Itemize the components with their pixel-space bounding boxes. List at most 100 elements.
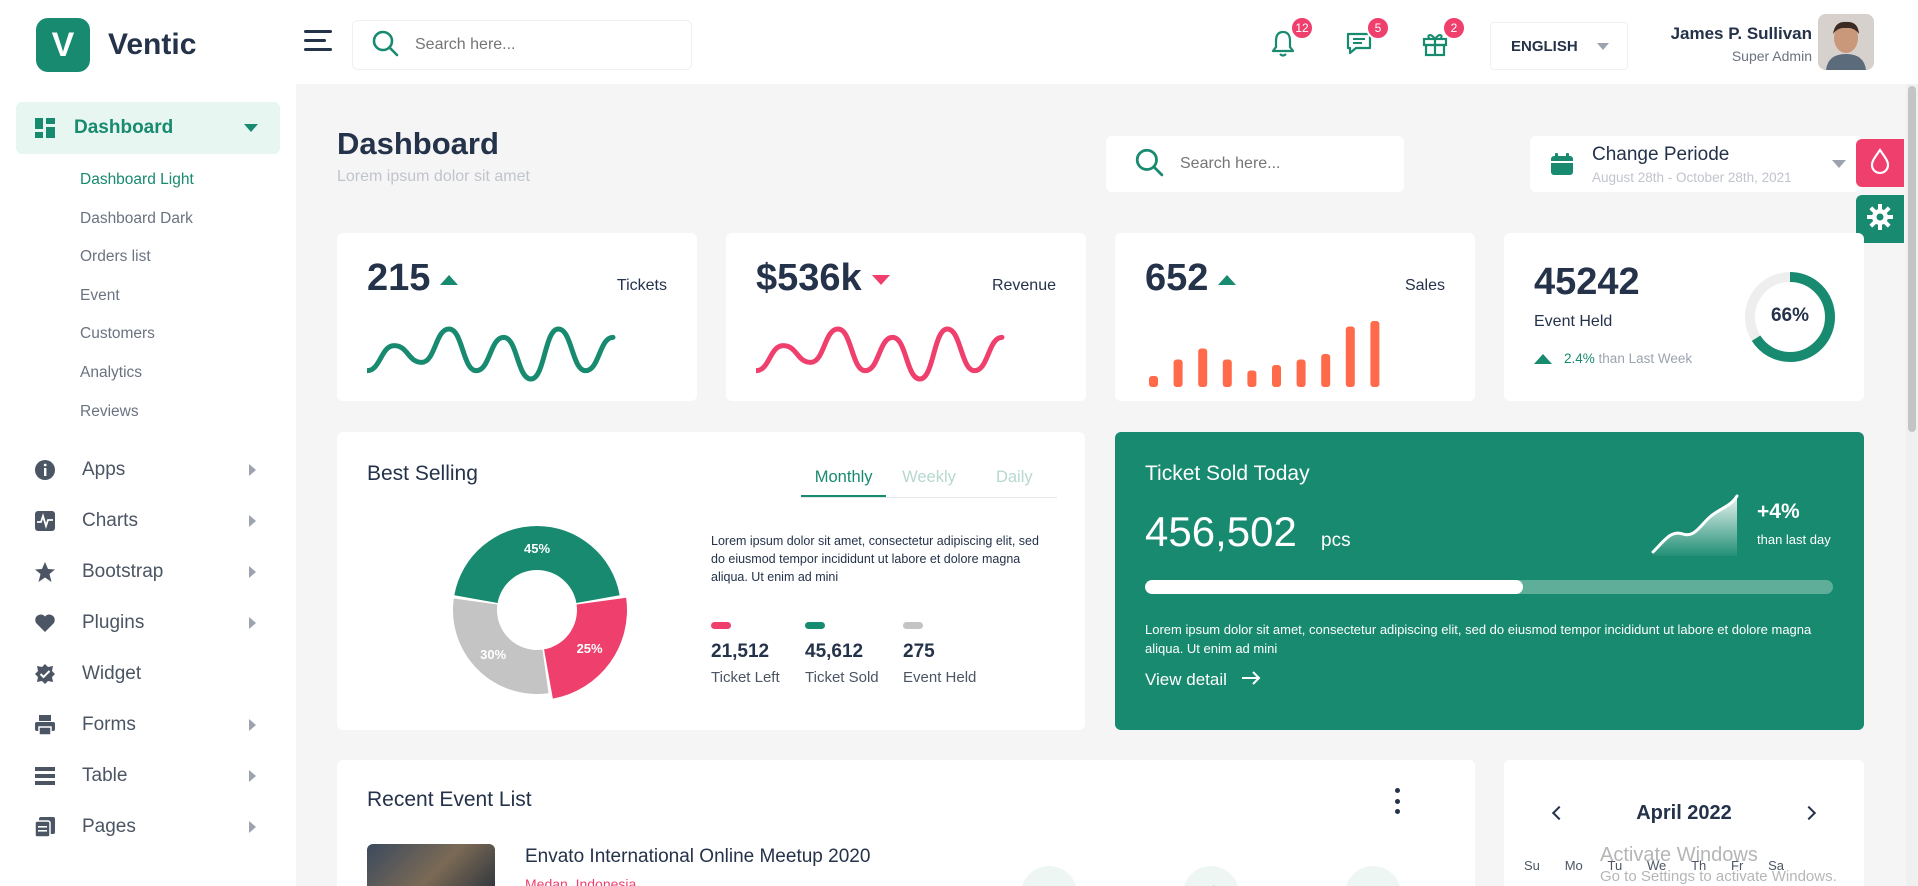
page-subtitle: Lorem ipsum dolor sit amet bbox=[337, 168, 530, 185]
sidebar-item-pages[interactable]: Pages bbox=[34, 801, 264, 852]
legend-swatch bbox=[903, 622, 923, 629]
sidebar-item-bootstrap[interactable]: Bootstrap bbox=[34, 546, 264, 597]
sales-bar bbox=[1247, 370, 1257, 387]
notification-button[interactable]: 12 bbox=[1268, 16, 1314, 60]
view-detail-link[interactable]: View detail bbox=[1145, 670, 1261, 690]
weekday: Mo bbox=[1564, 858, 1583, 873]
printer-icon bbox=[34, 714, 56, 736]
header-search-input[interactable] bbox=[415, 36, 655, 54]
donut-data-label: 45% bbox=[524, 541, 550, 556]
info-icon bbox=[34, 459, 56, 481]
event-location: Medan, Indonesia bbox=[525, 876, 637, 886]
gifts-button[interactable]: 2 bbox=[1420, 16, 1466, 62]
avatar[interactable] bbox=[1818, 14, 1874, 70]
page-scrollbar[interactable] bbox=[1906, 84, 1918, 886]
user-name[interactable]: James P. Sullivan bbox=[1670, 24, 1812, 43]
gift-icon bbox=[1420, 34, 1450, 62]
sidebar-nav: Apps Charts Bootstrap Plugins Widget For… bbox=[34, 444, 264, 852]
theme-color-button[interactable] bbox=[1856, 139, 1904, 187]
submenu-dashboard-dark[interactable]: Dashboard Dark bbox=[80, 209, 193, 227]
sales-bar bbox=[1222, 359, 1232, 387]
heart-icon bbox=[34, 612, 56, 634]
table-icon bbox=[34, 765, 56, 787]
search-icon[interactable] bbox=[371, 29, 399, 62]
language-select[interactable]: ENGLISH bbox=[1490, 22, 1628, 70]
submenu-orders-list[interactable]: Orders list bbox=[80, 248, 151, 266]
calendar-icon bbox=[1345, 866, 1401, 886]
submenu-analytics[interactable]: Analytics bbox=[80, 363, 143, 381]
submenu-customers[interactable]: Customers bbox=[80, 325, 155, 343]
chart-pulse-icon bbox=[34, 510, 56, 532]
donut-data-label: 25% bbox=[577, 641, 603, 656]
chevron-right-icon bbox=[249, 821, 256, 833]
event-thumbnail[interactable] bbox=[367, 844, 495, 886]
sidebar-item-label: Bootstrap bbox=[82, 560, 164, 582]
legend-value: 275 bbox=[903, 641, 935, 662]
legend-ticket-left: 21,512 Ticket Left bbox=[711, 622, 780, 686]
messages-count-badge: 5 bbox=[1366, 16, 1390, 40]
sidebar-item-forms[interactable]: Forms bbox=[34, 699, 264, 750]
trend-down-icon bbox=[871, 274, 890, 285]
ticket-sold-card: Ticket Sold Today 456,502 pcs +4% than l… bbox=[1115, 432, 1864, 730]
best-selling-card: Best Selling Monthly Weekly Daily 45% 25%… bbox=[337, 432, 1085, 730]
sidebar-item-plugins[interactable]: Plugins bbox=[34, 597, 264, 648]
sales-bar bbox=[1296, 359, 1306, 387]
chevron-right-icon bbox=[249, 515, 256, 527]
revenue-value: $536k bbox=[756, 257, 890, 300]
page-title: Dashboard bbox=[337, 126, 499, 161]
sales-bar bbox=[1173, 359, 1183, 387]
revenue-sparkline bbox=[756, 326, 1005, 382]
sales-bar bbox=[1149, 376, 1158, 387]
period-dates: August 28th - October 28th, 2021 bbox=[1592, 170, 1792, 185]
ticket-sold-unit: pcs bbox=[1321, 530, 1351, 551]
chevron-right-icon bbox=[249, 770, 256, 782]
legend-label: Ticket Left bbox=[711, 669, 780, 686]
sales-bar bbox=[1345, 326, 1355, 387]
dashboard-grid-icon bbox=[34, 117, 56, 139]
change-period-select[interactable]: Change Periode August 28th - October 28t… bbox=[1530, 136, 1862, 192]
sidebar-item-charts[interactable]: Charts bbox=[34, 495, 264, 546]
calendar-month: April 2022 bbox=[1636, 802, 1732, 824]
sales-stat-card: 652 Sales bbox=[1115, 233, 1475, 401]
period-title: Change Periode bbox=[1592, 144, 1730, 165]
ticket-sold-value: 456,502 bbox=[1145, 508, 1297, 555]
sidebar-item-label: Pages bbox=[82, 815, 136, 837]
tab-daily[interactable]: Daily bbox=[995, 468, 1033, 486]
search-icon[interactable] bbox=[1134, 147, 1164, 182]
chevron-right-icon bbox=[249, 617, 256, 629]
more-options-icon[interactable] bbox=[1393, 788, 1401, 814]
page-search-input[interactable] bbox=[1180, 155, 1404, 173]
gifts-count-badge: 2 bbox=[1442, 16, 1466, 40]
arrow-right-icon bbox=[1241, 670, 1261, 690]
submenu-dashboard-light[interactable]: Dashboard Light bbox=[80, 171, 194, 188]
sidebar-item-widget[interactable]: Widget bbox=[34, 648, 264, 699]
brand-mark: V bbox=[36, 18, 90, 72]
messages-button[interactable]: 5 bbox=[1344, 16, 1390, 60]
submenu-event[interactable]: Event bbox=[80, 286, 120, 304]
weekday: We bbox=[1647, 858, 1667, 873]
event-held-change: 2.4% than Last Week bbox=[1534, 351, 1692, 366]
legend-label: Event Held bbox=[903, 669, 977, 686]
donut-slice bbox=[454, 526, 620, 603]
calendar-weekdays: Su Mo Tu We Th Fr Sa bbox=[1524, 858, 1784, 873]
event-held-label: Event Held bbox=[1534, 313, 1613, 330]
sales-bar bbox=[1370, 321, 1380, 387]
tickets-value: 215 bbox=[367, 257, 459, 300]
menu-toggle-icon[interactable] bbox=[304, 30, 332, 54]
sidebar-item-apps[interactable]: Apps bbox=[34, 444, 264, 495]
sidebar-item-table[interactable]: Table bbox=[34, 750, 264, 801]
settings-button[interactable] bbox=[1856, 195, 1904, 243]
event-title[interactable]: Envato International Online Meetup 2020 bbox=[525, 846, 871, 867]
ticket-sold-description: Lorem ipsum dolor sit amet, consectetur … bbox=[1145, 622, 1812, 656]
legend-swatch bbox=[805, 622, 825, 629]
view-detail-label: View detail bbox=[1145, 670, 1227, 689]
brand-logo[interactable]: V Ventic bbox=[36, 18, 196, 72]
legend-ticket-sold: 45,612 Ticket Sold bbox=[805, 622, 879, 686]
submenu-reviews[interactable]: Reviews bbox=[80, 402, 139, 420]
sales-value: 652 bbox=[1145, 257, 1237, 300]
tab-monthly[interactable]: Monthly bbox=[801, 464, 887, 497]
sidebar-item-dashboard[interactable]: Dashboard bbox=[16, 102, 280, 154]
tab-weekly[interactable]: Weekly bbox=[902, 468, 956, 486]
chevron-right-icon bbox=[249, 566, 256, 578]
calendar-card: April 2022 Su Mo Tu We Th Fr Sa bbox=[1504, 760, 1864, 886]
